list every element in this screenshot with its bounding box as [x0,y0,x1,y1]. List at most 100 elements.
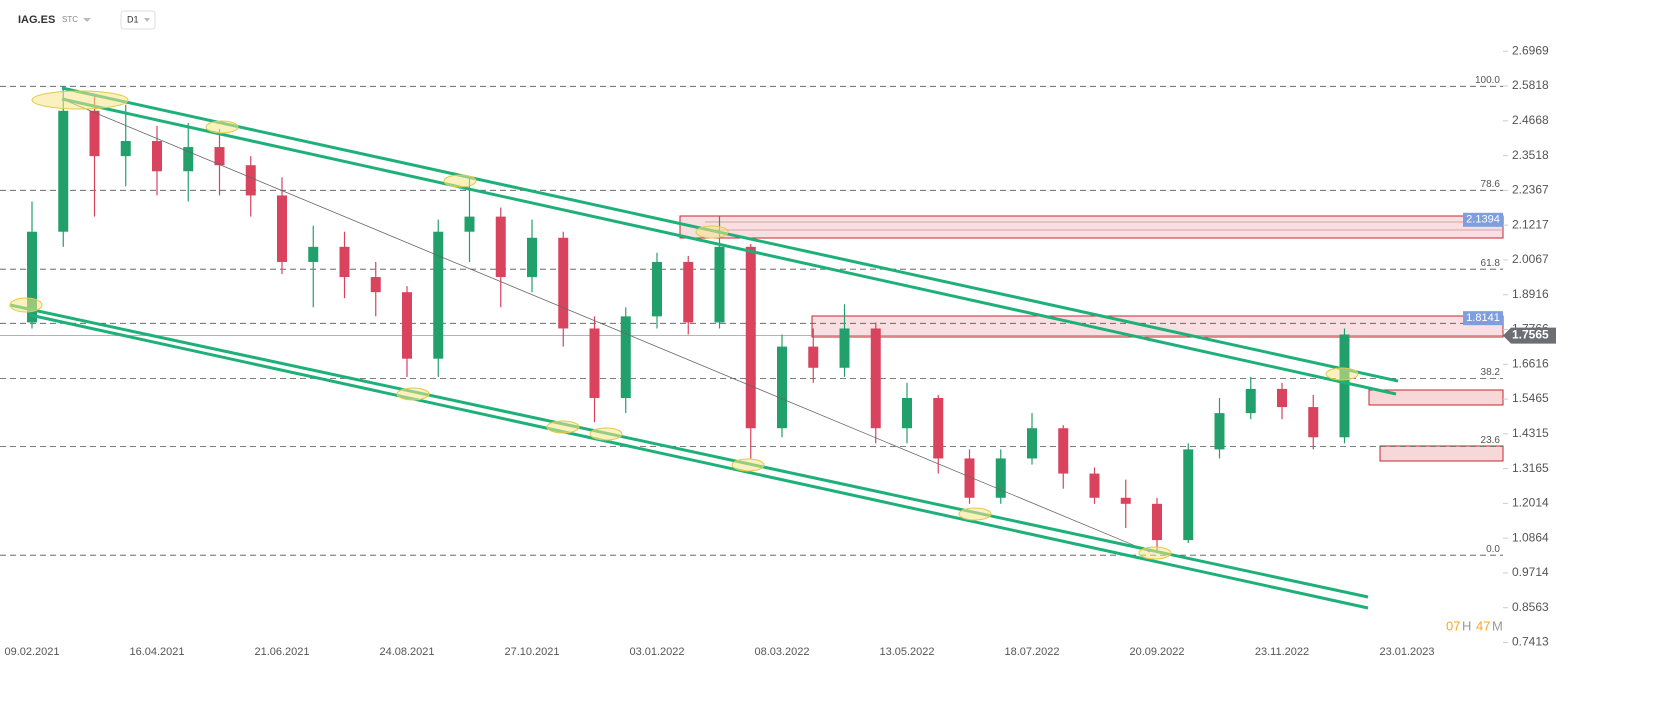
timer-minutes-unit: M [1492,618,1503,633]
candle-body [1214,413,1225,450]
x-tick-label: 27.10.2021 [504,646,559,658]
touch-marker [1325,367,1359,381]
timer-hours-unit: H [1462,618,1471,633]
candle-body [589,328,600,398]
candle-body [683,261,694,323]
zones [679,215,1504,462]
candles [27,86,1350,553]
channel-line [61,97,1397,396]
resistance-zone [811,315,1504,338]
y-tick-label: 1.2014 [1512,496,1549,510]
interval: D1 [127,14,139,24]
trend-line [61,98,1151,553]
zone-tag: 2.1394 [1466,214,1500,226]
candle-body [1339,334,1350,438]
market: STC [62,15,78,24]
candle-body [1058,428,1069,474]
y-tick-label: 1.0864 [1512,530,1549,544]
y-tick-label: 0.8563 [1512,600,1549,614]
candle-body [1120,497,1131,504]
y-tick-label: 2.5818 [1512,78,1549,92]
candle-body [1183,449,1194,541]
candle-body [995,458,1006,498]
x-tick-label: 03.01.2022 [629,646,684,658]
touch-marker [205,120,239,134]
candle-body [58,110,69,232]
candle-body [214,147,225,166]
support-zone [1379,445,1504,462]
timer-hours: 07 [1446,618,1460,633]
touch-marker [589,427,623,441]
candle-body [777,346,787,429]
candle-body [839,328,850,368]
y-tick-label: 2.2367 [1512,183,1549,197]
y-tick-label: 1.5465 [1512,391,1549,405]
zone-tag-bg [1463,212,1503,227]
x-tick-label: 16.04.2021 [129,646,184,658]
touch-marker [731,458,765,472]
candle-body [27,231,37,323]
touch-marker [396,387,430,401]
candle-body [620,316,631,398]
fib-label: 38.2 [1481,367,1501,378]
fib-label: 78.6 [1481,179,1501,190]
timer-minutes: 47 [1476,618,1490,633]
y-tick-label: 0.9714 [1512,565,1549,579]
candle-body [902,398,912,429]
candle-body [1089,473,1100,498]
dropdown-arrow[interactable] [83,18,91,22]
candle-body [245,165,256,196]
x-tick-label: 21.06.2021 [254,646,309,658]
x-tick-label: 18.07.2022 [1004,646,1059,658]
candle-body [558,237,569,329]
candle-body [183,147,194,172]
candle-body [870,328,881,429]
interval-selector[interactable] [120,10,156,30]
zone-tag-bg [1463,311,1503,326]
x-tick-label: 23.01.2023 [1379,646,1434,658]
candle-body [89,110,100,157]
y-tick-label: 1.6616 [1512,356,1549,370]
y-tick-label: 2.1217 [1512,217,1549,231]
last-price-tag: 1.7565 [1512,328,1549,342]
touch-marker [31,90,129,110]
y-tick-label: 2.4668 [1512,113,1549,127]
candle-body [808,346,819,368]
y-tick-label: 0.7413 [1512,635,1549,649]
channel-line [29,313,1369,610]
candle-body [495,216,506,278]
x-tick-label: 20.09.2022 [1129,646,1184,658]
symbol: IAG.ES [18,14,55,26]
touch-marker [9,297,43,313]
touch-marker [1138,546,1172,560]
y-tick-label: 2.0067 [1512,252,1549,266]
candle-body [745,246,756,429]
x-tick-label: 08.03.2022 [754,646,809,658]
touch-marker [546,420,580,434]
candle-body [527,237,537,278]
drawings [9,86,1399,610]
axis: 2.6969 2.5818 2.4668 2.3518 2.2367 2.1217 2.00… [4,43,1556,658]
resistance-zone [679,215,1504,239]
last-price-tag-bg [1503,327,1556,344]
touch-marker [695,225,729,239]
candle-body [152,141,162,172]
candle-body [964,458,975,498]
touch-marker [443,174,477,188]
dropdown-arrow [144,18,150,22]
y-tick-label: 1.3165 [1512,461,1549,475]
candle-body [1277,388,1287,408]
channel-line [61,86,1399,383]
candle-body [1152,503,1162,541]
y-tick-label: 2.3518 [1512,148,1549,162]
candle-body [370,277,381,293]
candle-body [1245,388,1256,414]
y-tick-label: 1.8916 [1512,287,1549,301]
candle-body [433,231,444,359]
candle-body [464,216,475,232]
fib-label: 100.0 [1475,75,1500,86]
y-tick-label: 2.6969 [1512,43,1549,57]
candle-body [339,246,350,278]
fib-label: 23.6 [1481,435,1501,446]
